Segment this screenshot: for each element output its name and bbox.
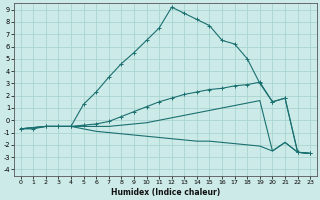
X-axis label: Humidex (Indice chaleur): Humidex (Indice chaleur) bbox=[111, 188, 220, 197]
